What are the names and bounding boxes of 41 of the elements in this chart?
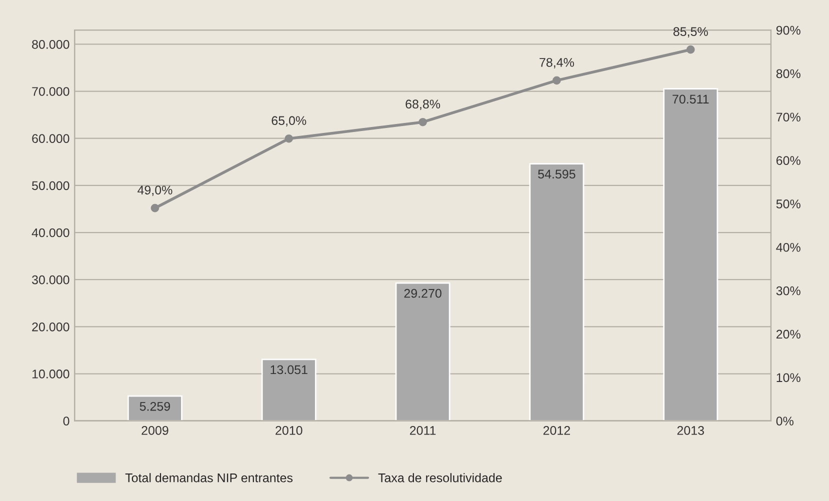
y2-tick-label: 90% bbox=[776, 26, 800, 35]
y2-tick-label: 70% bbox=[776, 112, 800, 122]
legend-label: Taxa de resolutividade bbox=[378, 473, 502, 482]
legend-label: Total demandas NIP entrantes bbox=[125, 473, 293, 482]
data-label: 70.511 bbox=[672, 94, 709, 104]
y-tick-label: 50.000 bbox=[32, 181, 70, 190]
x-tick-label: 2012 bbox=[543, 426, 570, 435]
data-label: 85,5% bbox=[673, 27, 708, 38]
point bbox=[552, 76, 561, 85]
y2-tick-label: 30% bbox=[776, 286, 800, 296]
y2-tick-label: 40% bbox=[776, 242, 800, 252]
data-label: 49,0% bbox=[138, 186, 172, 196]
y2-tick-label: 10% bbox=[776, 373, 800, 382]
y-tick-label: 60.000 bbox=[32, 134, 70, 143]
point bbox=[686, 45, 695, 54]
x-tick-label: 2013 bbox=[677, 426, 704, 435]
y-tick-label: 30.000 bbox=[32, 275, 70, 284]
y2-tick-label: 50% bbox=[776, 200, 800, 208]
data-label: 13.051 bbox=[270, 365, 308, 374]
point bbox=[284, 134, 294, 143]
x-tick-label: 2011 bbox=[410, 426, 436, 435]
y2-tick-label: 60% bbox=[776, 156, 800, 165]
data-label: 68,8% bbox=[406, 100, 440, 110]
y2-tick-label: 20% bbox=[776, 330, 800, 339]
point bbox=[418, 118, 427, 126]
data-label: 78,4% bbox=[540, 58, 574, 68]
y-tick-label: 10.000 bbox=[32, 370, 70, 378]
data-label: 5.259 bbox=[140, 402, 170, 411]
y2-tick-label: 80% bbox=[776, 69, 800, 78]
y-tick-label: 0 bbox=[63, 416, 70, 426]
y2-tick-label: 0% bbox=[776, 416, 794, 426]
point bbox=[150, 204, 160, 212]
data-label: 54.595 bbox=[538, 170, 576, 179]
x-tick-label: 2010 bbox=[276, 426, 302, 435]
y-tick-label: 20.000 bbox=[32, 322, 70, 332]
y-tick-label: 70.000 bbox=[32, 87, 70, 96]
y-tick-label: 40.000 bbox=[32, 228, 70, 238]
y-tick-label: 80.000 bbox=[32, 40, 70, 49]
data-label: 29.270 bbox=[404, 288, 442, 298]
data-label: 65,0% bbox=[272, 116, 306, 127]
x-tick-label: 2009 bbox=[142, 426, 168, 435]
